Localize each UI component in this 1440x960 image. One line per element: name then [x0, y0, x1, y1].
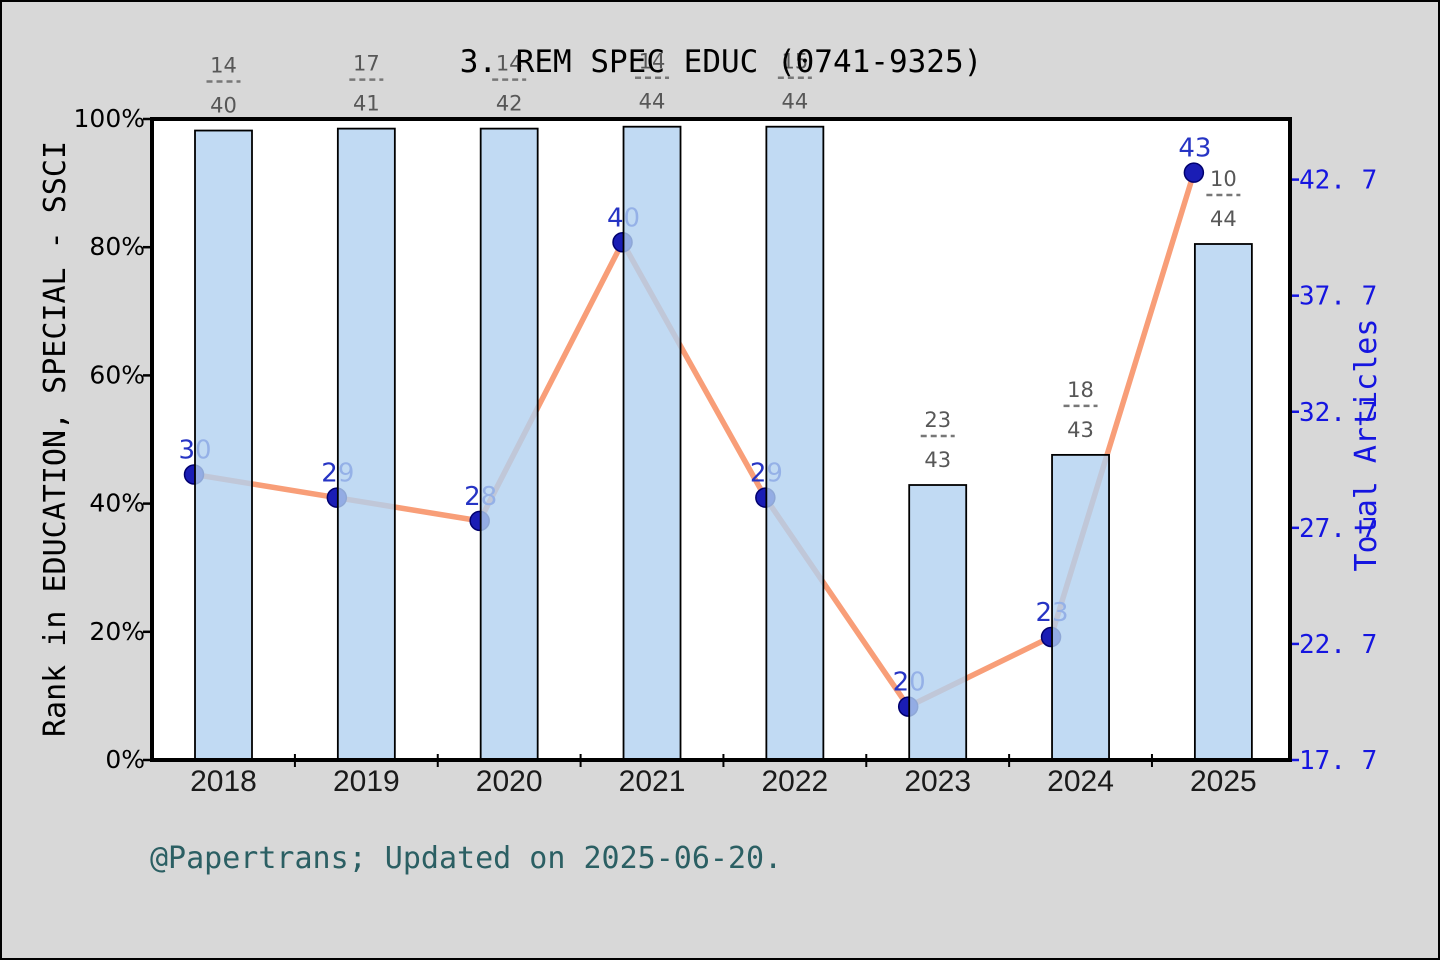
left-tick-label: 100%: [74, 104, 145, 133]
bar-2025: [1193, 243, 1253, 761]
bar-2020: [479, 127, 539, 761]
axis-tick-labels: 0% 20% 40% 60% 80% 100% 17. 7 22. 7 27. 7 32. 7 37…: [74, 104, 1378, 798]
fraction-denominator-2024: 43: [1067, 418, 1094, 442]
bar-2024: [1051, 453, 1110, 761]
right-tick-label: 17. 7: [1299, 746, 1377, 776]
footer-credit: @Papertrans; Updated on 2025-06-20.: [150, 841, 782, 876]
fraction-denominator-2018: 40: [210, 94, 237, 118]
bar-2019: [336, 127, 396, 761]
year-label-2023: 2023: [904, 765, 971, 798]
left-tick-label: 0%: [105, 745, 145, 774]
right-tick-label: 32. 7: [1299, 398, 1377, 428]
fraction-numerator-2020: 14: [496, 52, 523, 76]
fraction-denominator-2021: 44: [639, 90, 666, 114]
rank-fraction-labels: 14 40 17 41 14 42 14 44 15 44 23 43 18 43 10 44: [206, 50, 1241, 472]
point-label-2025: 43: [1178, 134, 1211, 164]
right-tick-label: 22. 7: [1299, 630, 1377, 660]
chart-title: 3. REM SPEC EDUC (0741-9325): [460, 44, 983, 80]
fraction-denominator-2025: 44: [1210, 207, 1237, 231]
bar-2018: [194, 129, 253, 761]
left-tick-label: 80%: [89, 232, 145, 261]
fraction-denominator-2020: 42: [496, 92, 523, 116]
year-label-2021: 2021: [619, 765, 686, 798]
fraction-numerator-2023: 23: [924, 408, 951, 432]
year-label-2022: 2022: [761, 765, 828, 798]
fraction-numerator-2025: 10: [1210, 167, 1237, 191]
year-label-2025: 2025: [1190, 765, 1257, 798]
left-tick-label: 40%: [89, 489, 145, 518]
right-tick-label: 27. 7: [1299, 514, 1377, 544]
fraction-numerator-2019: 17: [353, 52, 380, 76]
right-tick-label: 37. 7: [1299, 282, 1377, 312]
fraction-denominator-2019: 41: [353, 92, 380, 116]
year-label-2019: 2019: [333, 765, 400, 798]
right-tick-label: 42. 7: [1299, 166, 1377, 196]
left-tick-label: 20%: [89, 617, 145, 646]
year-label-2018: 2018: [190, 765, 257, 798]
bar-2022: [765, 125, 825, 761]
right-axis-title: Total Articles: [1349, 319, 1384, 572]
fraction-numerator-2021: 14: [639, 50, 666, 74]
plot-frame: [150, 117, 1292, 762]
fraction-numerator-2022: 15: [781, 50, 808, 74]
fraction-denominator-2022: 44: [781, 90, 808, 114]
fraction-numerator-2018: 14: [210, 54, 237, 78]
left-tick-label: 60%: [89, 360, 145, 389]
bar-2023: [908, 484, 968, 761]
year-label-2024: 2024: [1047, 765, 1114, 798]
bar-2021: [622, 125, 682, 761]
plot-area: [152, 119, 1290, 760]
year-label-2020: 2020: [476, 765, 543, 798]
data-point-2025: [1183, 162, 1205, 183]
fraction-denominator-2023: 43: [924, 448, 951, 472]
left-axis-title: Rank in EDUCATION, SPECIAL - SSCI: [38, 141, 73, 737]
rank-bars: [194, 125, 1253, 761]
fraction-numerator-2024: 18: [1067, 378, 1094, 402]
